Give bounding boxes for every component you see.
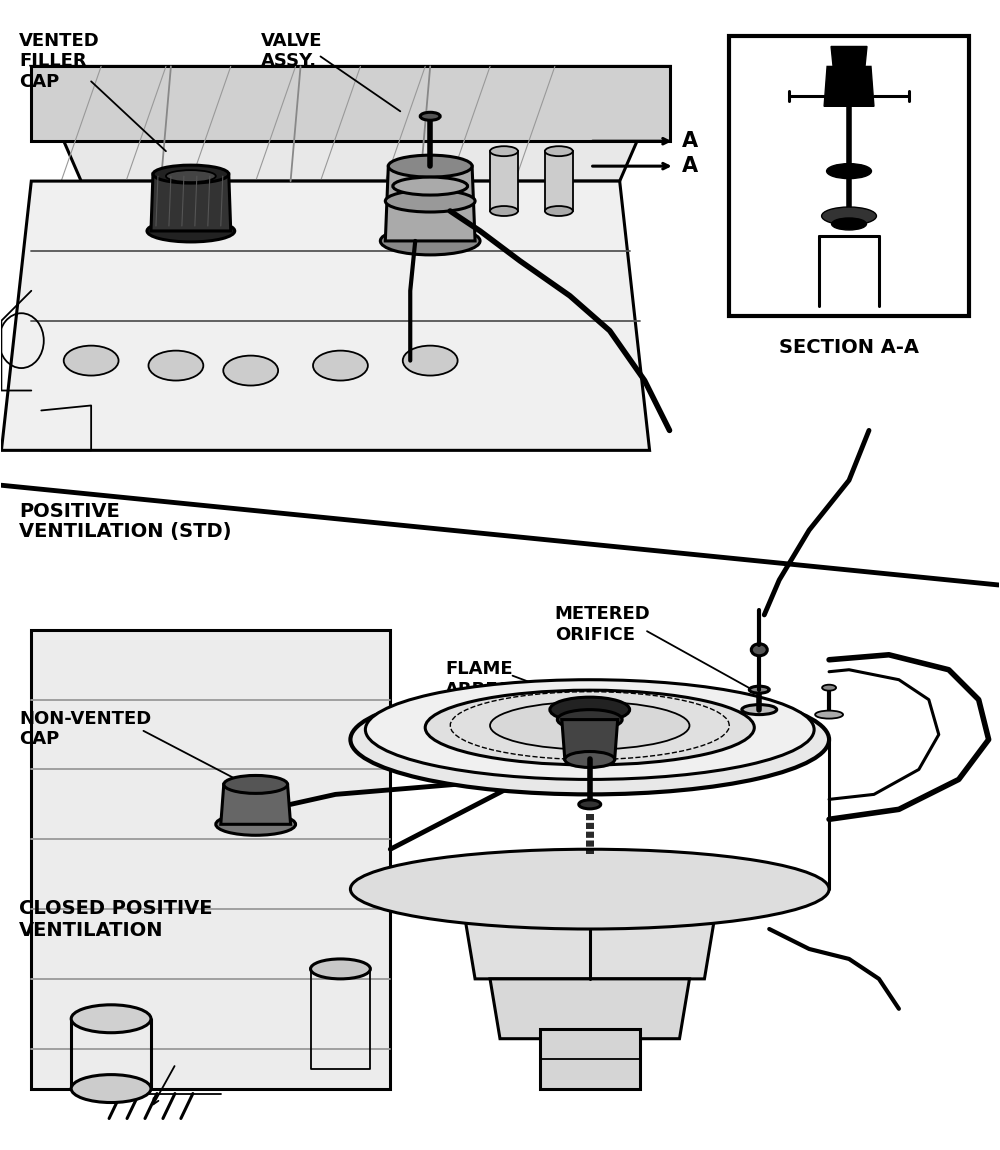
Polygon shape [490, 979, 689, 1038]
Text: METERED
ORIFICE: METERED ORIFICE [555, 605, 651, 644]
Text: FLAME
ARRESTOR: FLAME ARRESTOR [445, 660, 553, 698]
Polygon shape [490, 151, 518, 210]
Ellipse shape [420, 113, 440, 121]
Ellipse shape [224, 775, 288, 793]
Ellipse shape [380, 227, 480, 255]
Polygon shape [31, 67, 670, 181]
Ellipse shape [71, 1074, 151, 1103]
Polygon shape [562, 720, 618, 759]
Ellipse shape [815, 711, 843, 719]
Ellipse shape [545, 146, 573, 156]
Ellipse shape [147, 220, 235, 242]
Ellipse shape [148, 351, 203, 381]
Ellipse shape [832, 218, 866, 230]
Ellipse shape [350, 684, 829, 795]
Polygon shape [221, 784, 291, 825]
Ellipse shape [71, 1005, 151, 1033]
Ellipse shape [403, 346, 458, 376]
Ellipse shape [350, 849, 829, 929]
Text: VENTILATION (STD): VENTILATION (STD) [19, 522, 232, 542]
Ellipse shape [557, 710, 622, 729]
Ellipse shape [822, 684, 836, 691]
Polygon shape [545, 151, 573, 210]
Bar [729, 37, 969, 316]
Polygon shape [151, 174, 231, 231]
Ellipse shape [216, 813, 296, 835]
Ellipse shape [490, 206, 518, 216]
Ellipse shape [490, 702, 689, 750]
Ellipse shape [827, 163, 871, 178]
Polygon shape [31, 630, 390, 1089]
Text: POSITIVE: POSITIVE [19, 503, 120, 521]
Ellipse shape [742, 705, 777, 714]
Ellipse shape [751, 644, 767, 656]
Ellipse shape [365, 680, 814, 780]
Text: VALVE
ASSY.: VALVE ASSY. [261, 31, 322, 70]
Ellipse shape [393, 177, 468, 196]
Text: VENTED
FILLER
CAP: VENTED FILLER CAP [19, 31, 100, 91]
Text: NON-VENTED
CAP: NON-VENTED CAP [19, 710, 152, 749]
Ellipse shape [223, 355, 278, 385]
Ellipse shape [749, 687, 769, 693]
Text: SECTION A-A: SECTION A-A [779, 338, 919, 356]
Text: CLOSED POSITIVE
VENTILATION: CLOSED POSITIVE VENTILATION [19, 899, 213, 940]
Ellipse shape [64, 346, 119, 376]
Polygon shape [460, 889, 719, 979]
Ellipse shape [579, 800, 601, 808]
Polygon shape [385, 166, 475, 242]
Ellipse shape [153, 166, 229, 183]
Ellipse shape [166, 170, 216, 182]
Ellipse shape [565, 751, 615, 767]
Polygon shape [824, 67, 874, 106]
Ellipse shape [822, 207, 876, 225]
Ellipse shape [425, 690, 754, 765]
Ellipse shape [385, 190, 475, 212]
Ellipse shape [313, 351, 368, 381]
Ellipse shape [550, 697, 630, 722]
Text: A: A [681, 156, 698, 176]
Ellipse shape [388, 155, 472, 177]
Ellipse shape [311, 959, 370, 979]
Polygon shape [31, 67, 670, 141]
Polygon shape [831, 46, 867, 86]
Ellipse shape [545, 206, 573, 216]
Ellipse shape [490, 146, 518, 156]
Polygon shape [1, 181, 650, 451]
Polygon shape [540, 1029, 640, 1089]
Text: A: A [681, 131, 698, 151]
